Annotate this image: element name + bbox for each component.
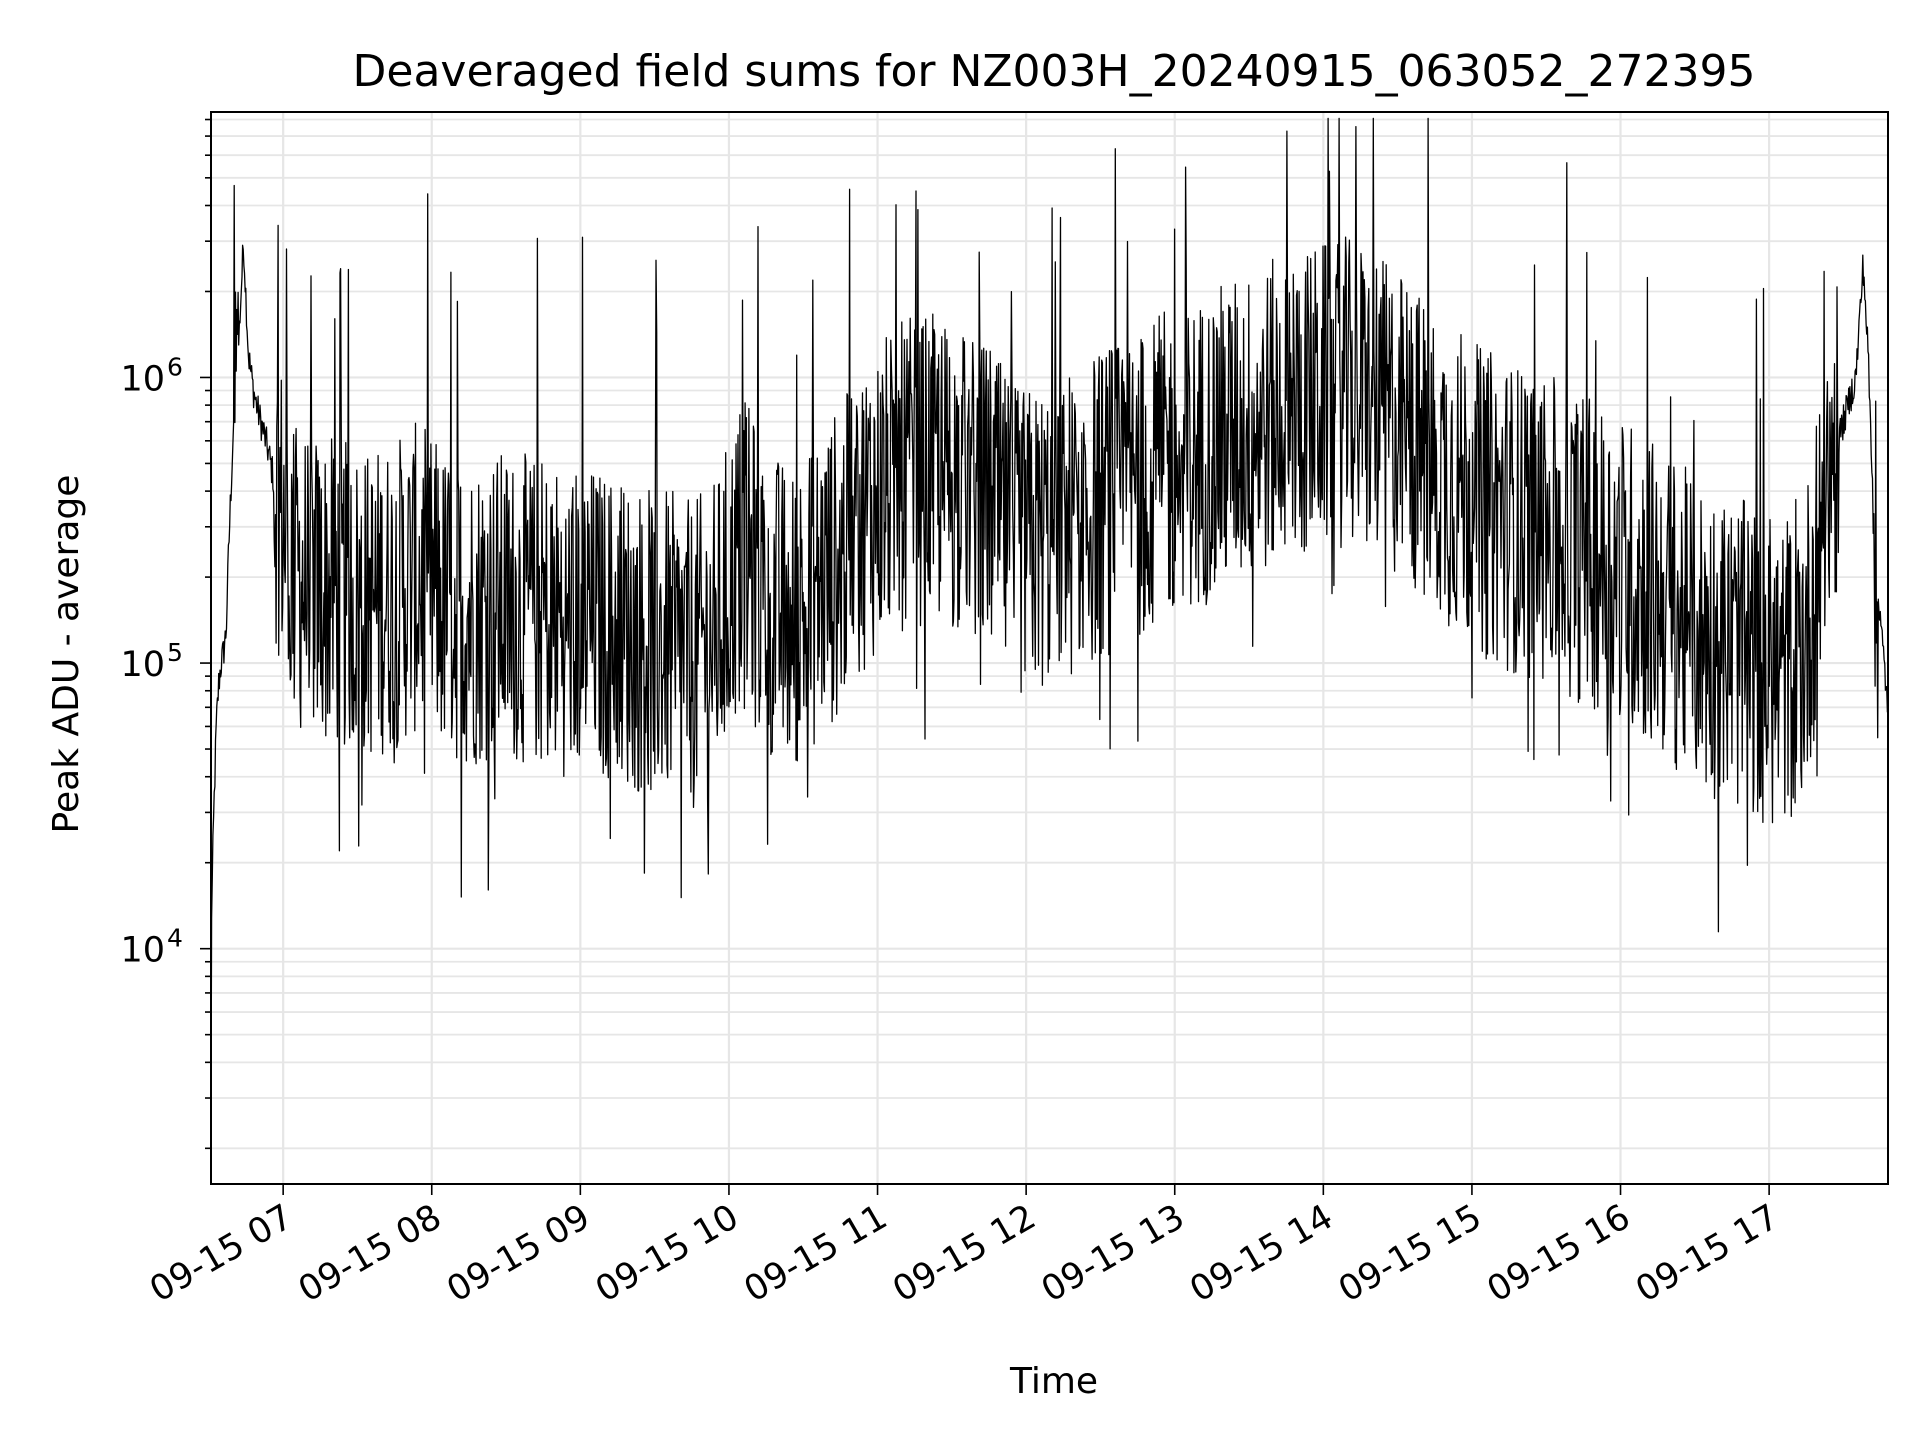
x-tick-label: 09-15 10 (589, 1197, 745, 1310)
x-tick-label: 09-15 11 (738, 1197, 894, 1310)
x-tick-label: 09-15 12 (886, 1197, 1042, 1310)
x-tick-label: 09-15 15 (1332, 1197, 1488, 1310)
x-tick-label: 09-15 16 (1481, 1197, 1637, 1310)
x-tick-label: 09-15 07 (143, 1197, 299, 1310)
y-tick-exponent: 6 (167, 352, 183, 381)
y-tick-exponent: 5 (167, 638, 183, 667)
y-axis-label: Peak ADU - average (46, 475, 87, 834)
x-tick-label: 09-15 09 (441, 1197, 597, 1310)
plot-frame (210, 111, 1889, 1185)
series-layer (210, 117, 1889, 1116)
y-tick-label: 10 (120, 931, 165, 971)
x-axis-label: Time (1009, 1361, 1098, 1402)
y-tick-label: 10 (120, 645, 165, 685)
chart-title: Deaveraged field sums for NZ003H_2024091… (353, 46, 1756, 97)
y-tick-exponent: 4 (167, 924, 183, 953)
x-tick-label: 09-15 14 (1184, 1197, 1340, 1310)
x-tick-label: 09-15 17 (1629, 1197, 1785, 1310)
x-tick-label: 09-15 08 (292, 1197, 448, 1310)
x-tick-label: 09-15 13 (1035, 1197, 1191, 1310)
series-line (210, 117, 1889, 1116)
y-tick-label: 10 (120, 359, 165, 399)
